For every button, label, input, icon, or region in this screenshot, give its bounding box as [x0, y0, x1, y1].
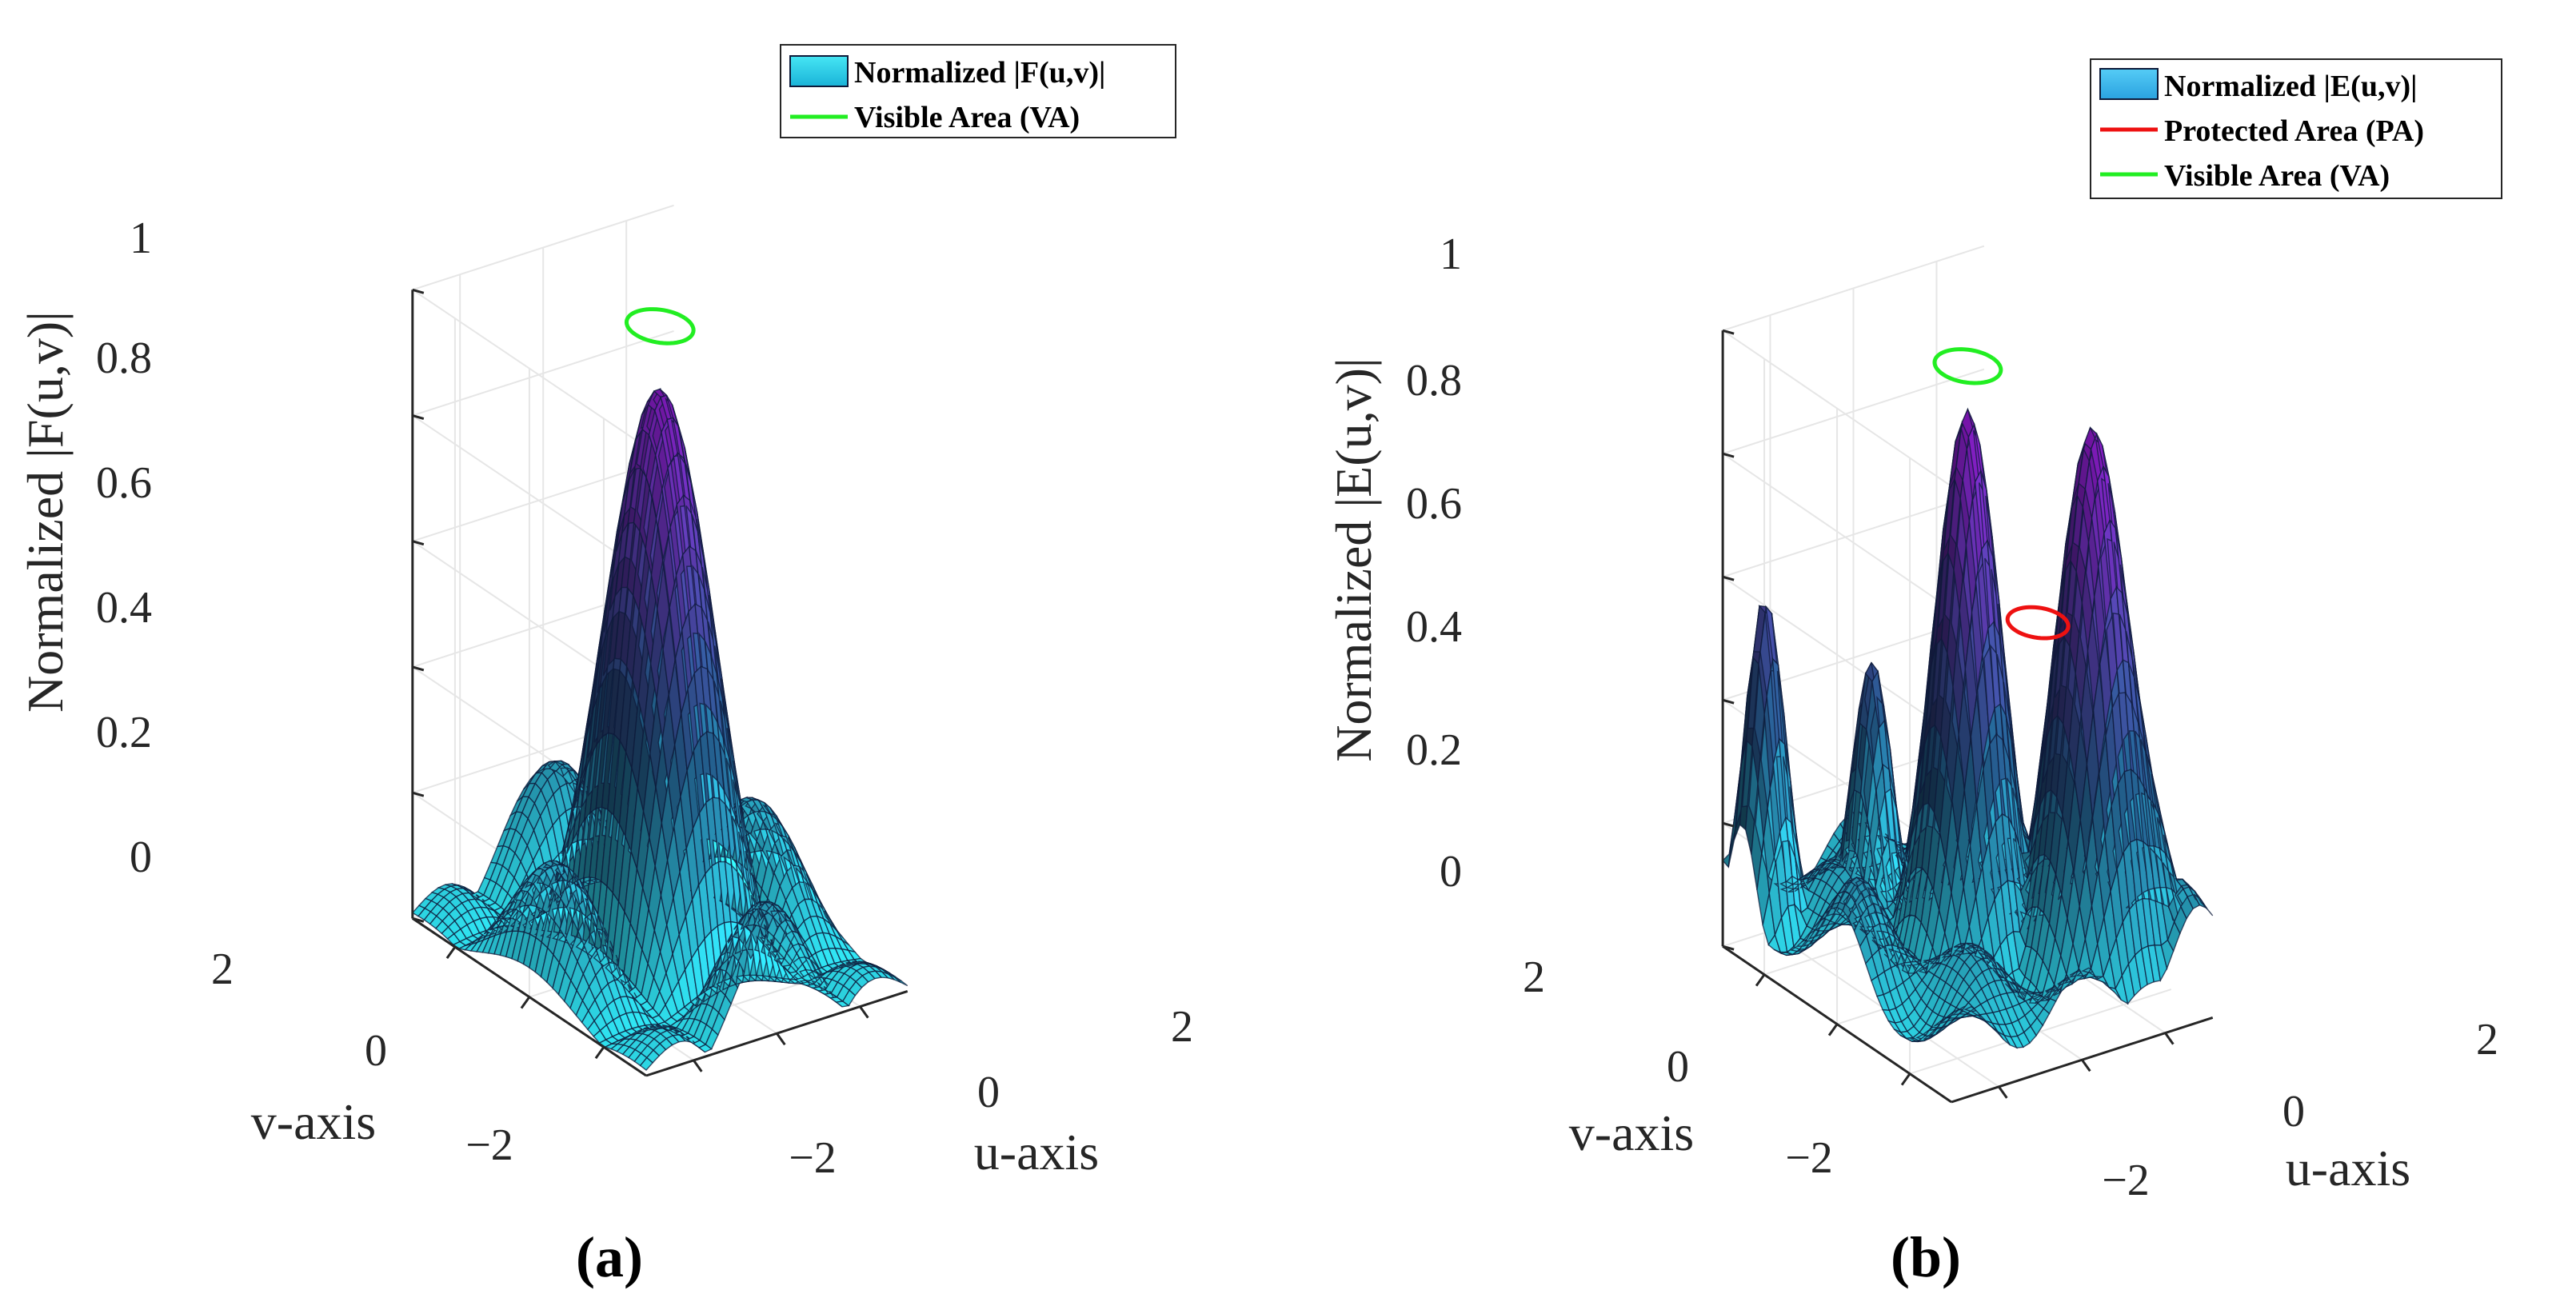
ztick-b-5: 1 — [1440, 230, 1462, 279]
axes-a-ztick-mark-1 — [412, 791, 425, 797]
axes-b-ztick-mark-2 — [1722, 698, 1735, 705]
ztick-b-3: 0.6 — [1406, 479, 1462, 529]
axes-b-ztick-mark-4 — [1722, 452, 1735, 458]
axes-b-vtick-mark-1 — [1827, 1023, 1839, 1036]
vtick-a-0: 0 — [365, 1026, 387, 1076]
ulabel-a: u-axis — [974, 1124, 1099, 1180]
axes-a-ztick-mark-0 — [412, 917, 425, 923]
axes-a-ztick-mark-4 — [412, 414, 425, 420]
panel-a: 0 0.2 0.4 0.6 0.8 1 Normalized |F(u,v)| … — [17, 44, 1193, 1289]
vlabel-a: v-axis — [251, 1093, 376, 1150]
axes-a-vtick-mark-1 — [520, 996, 531, 1009]
ztick-a-1: 0.2 — [96, 708, 152, 757]
surface-b-facet — [2199, 898, 2214, 917]
axes-a-utick-mark-1 — [776, 1032, 786, 1046]
utick-a-2: 2 — [1171, 1002, 1193, 1052]
legend-a: Normalized |F(u,v)| Visible Area (VA) — [780, 44, 1176, 138]
axes-a-vtick-mark-0 — [594, 1046, 605, 1060]
axes-b-utick-mark-2 — [2164, 1032, 2175, 1045]
axes-b-utick-mark-0 — [1998, 1085, 2008, 1099]
vtick-b-2: 2 — [1523, 953, 1545, 1002]
utick-a-m2: −2 — [789, 1133, 837, 1183]
axes-b-utick-mark-1 — [2081, 1059, 2091, 1072]
axes-b-ztick-mark-1 — [1722, 821, 1735, 828]
legend-a-label-0: Normalized |F(u,v)| — [854, 56, 1105, 90]
axes-b-vtick-mark-0 — [1900, 1072, 1911, 1086]
utick-a-0: 0 — [977, 1068, 1000, 1117]
axes-b-vtick-mark-2 — [1755, 973, 1766, 987]
zlabel-a: Normalized |F(u,v)| — [17, 311, 74, 713]
ztick-a-5: 1 — [130, 214, 152, 263]
zticks-a: 0 0.2 0.4 0.6 0.8 1 — [96, 214, 152, 882]
axes-a-ztick-mark-5 — [412, 288, 425, 294]
utick-b-m2: −2 — [2102, 1156, 2150, 1205]
axes-a-ztick-mark-3 — [412, 540, 425, 546]
uticks-a: −2 0 2 — [789, 1002, 1193, 1183]
surface-a — [411, 388, 909, 1072]
legend-b-label-2: Visible Area (VA) — [2164, 159, 2390, 193]
vticks-a: 2 0 −2 — [211, 945, 513, 1170]
visible-area-b-line — [1932, 347, 2003, 385]
visible-area-a-line — [624, 307, 696, 345]
ztick-b-4: 0.8 — [1406, 356, 1462, 405]
legend-b-patch — [2099, 68, 2159, 100]
ztick-b-0: 0 — [1440, 847, 1462, 897]
vtick-b-m2: −2 — [1785, 1133, 1833, 1183]
utick-b-0: 0 — [2282, 1087, 2305, 1136]
vlabel-b: v-axis — [1569, 1104, 1694, 1161]
utick-b-2: 2 — [2476, 1015, 2498, 1064]
ztick-a-0: 0 — [130, 833, 152, 882]
axes-b-ztick-mark-5 — [1722, 329, 1735, 335]
axes-a-utick-mark-2 — [859, 1005, 869, 1019]
legend-b: Normalized |E(u,v)| Protected Area (PA) … — [2090, 58, 2502, 199]
legend-b-label-0: Normalized |E(u,v)| — [2164, 70, 2417, 103]
visible-area-ring-b — [1932, 347, 2003, 385]
ulabel-b: u-axis — [2286, 1140, 2410, 1196]
surface-a-facet — [894, 976, 909, 987]
axes-a — [411, 288, 909, 1077]
zticks-b: 0 0.2 0.4 0.6 0.8 1 — [1406, 230, 1462, 897]
zlabel-b: Normalized |E(u,v)| — [1325, 357, 1382, 761]
ztick-a-2: 0.4 — [96, 583, 152, 633]
ztick-b-2: 0.4 — [1406, 602, 1462, 652]
caption-b: (b) — [1891, 1225, 1961, 1289]
vtick-a-2: 2 — [211, 945, 234, 994]
vtick-b-0: 0 — [1667, 1042, 1689, 1092]
axes-a-utick-mark-0 — [693, 1059, 703, 1072]
caption-a: (a) — [576, 1225, 643, 1289]
legend-a-patch — [789, 55, 849, 87]
surface-b — [1722, 407, 2214, 1049]
legend-b-label-1: Protected Area (PA) — [2164, 114, 2424, 148]
legend-a-label-1: Visible Area (VA) — [854, 101, 1080, 134]
axes-a-vtick-mark-2 — [445, 946, 457, 959]
axes-a-ztick-mark-2 — [412, 665, 425, 672]
ztick-a-3: 0.6 — [96, 458, 152, 508]
ztick-a-4: 0.8 — [96, 333, 152, 383]
axes-b-ztick-mark-0 — [1722, 945, 1735, 951]
ztick-b-1: 0.2 — [1406, 725, 1462, 775]
axes-b-ztick-mark-3 — [1722, 575, 1735, 581]
vtick-a-m2: −2 — [465, 1120, 513, 1170]
visible-area-ring-a — [624, 307, 696, 345]
panel-b: 0 0.2 0.4 0.6 0.8 1 Normalized |E(u,v)| … — [1325, 58, 2502, 1289]
